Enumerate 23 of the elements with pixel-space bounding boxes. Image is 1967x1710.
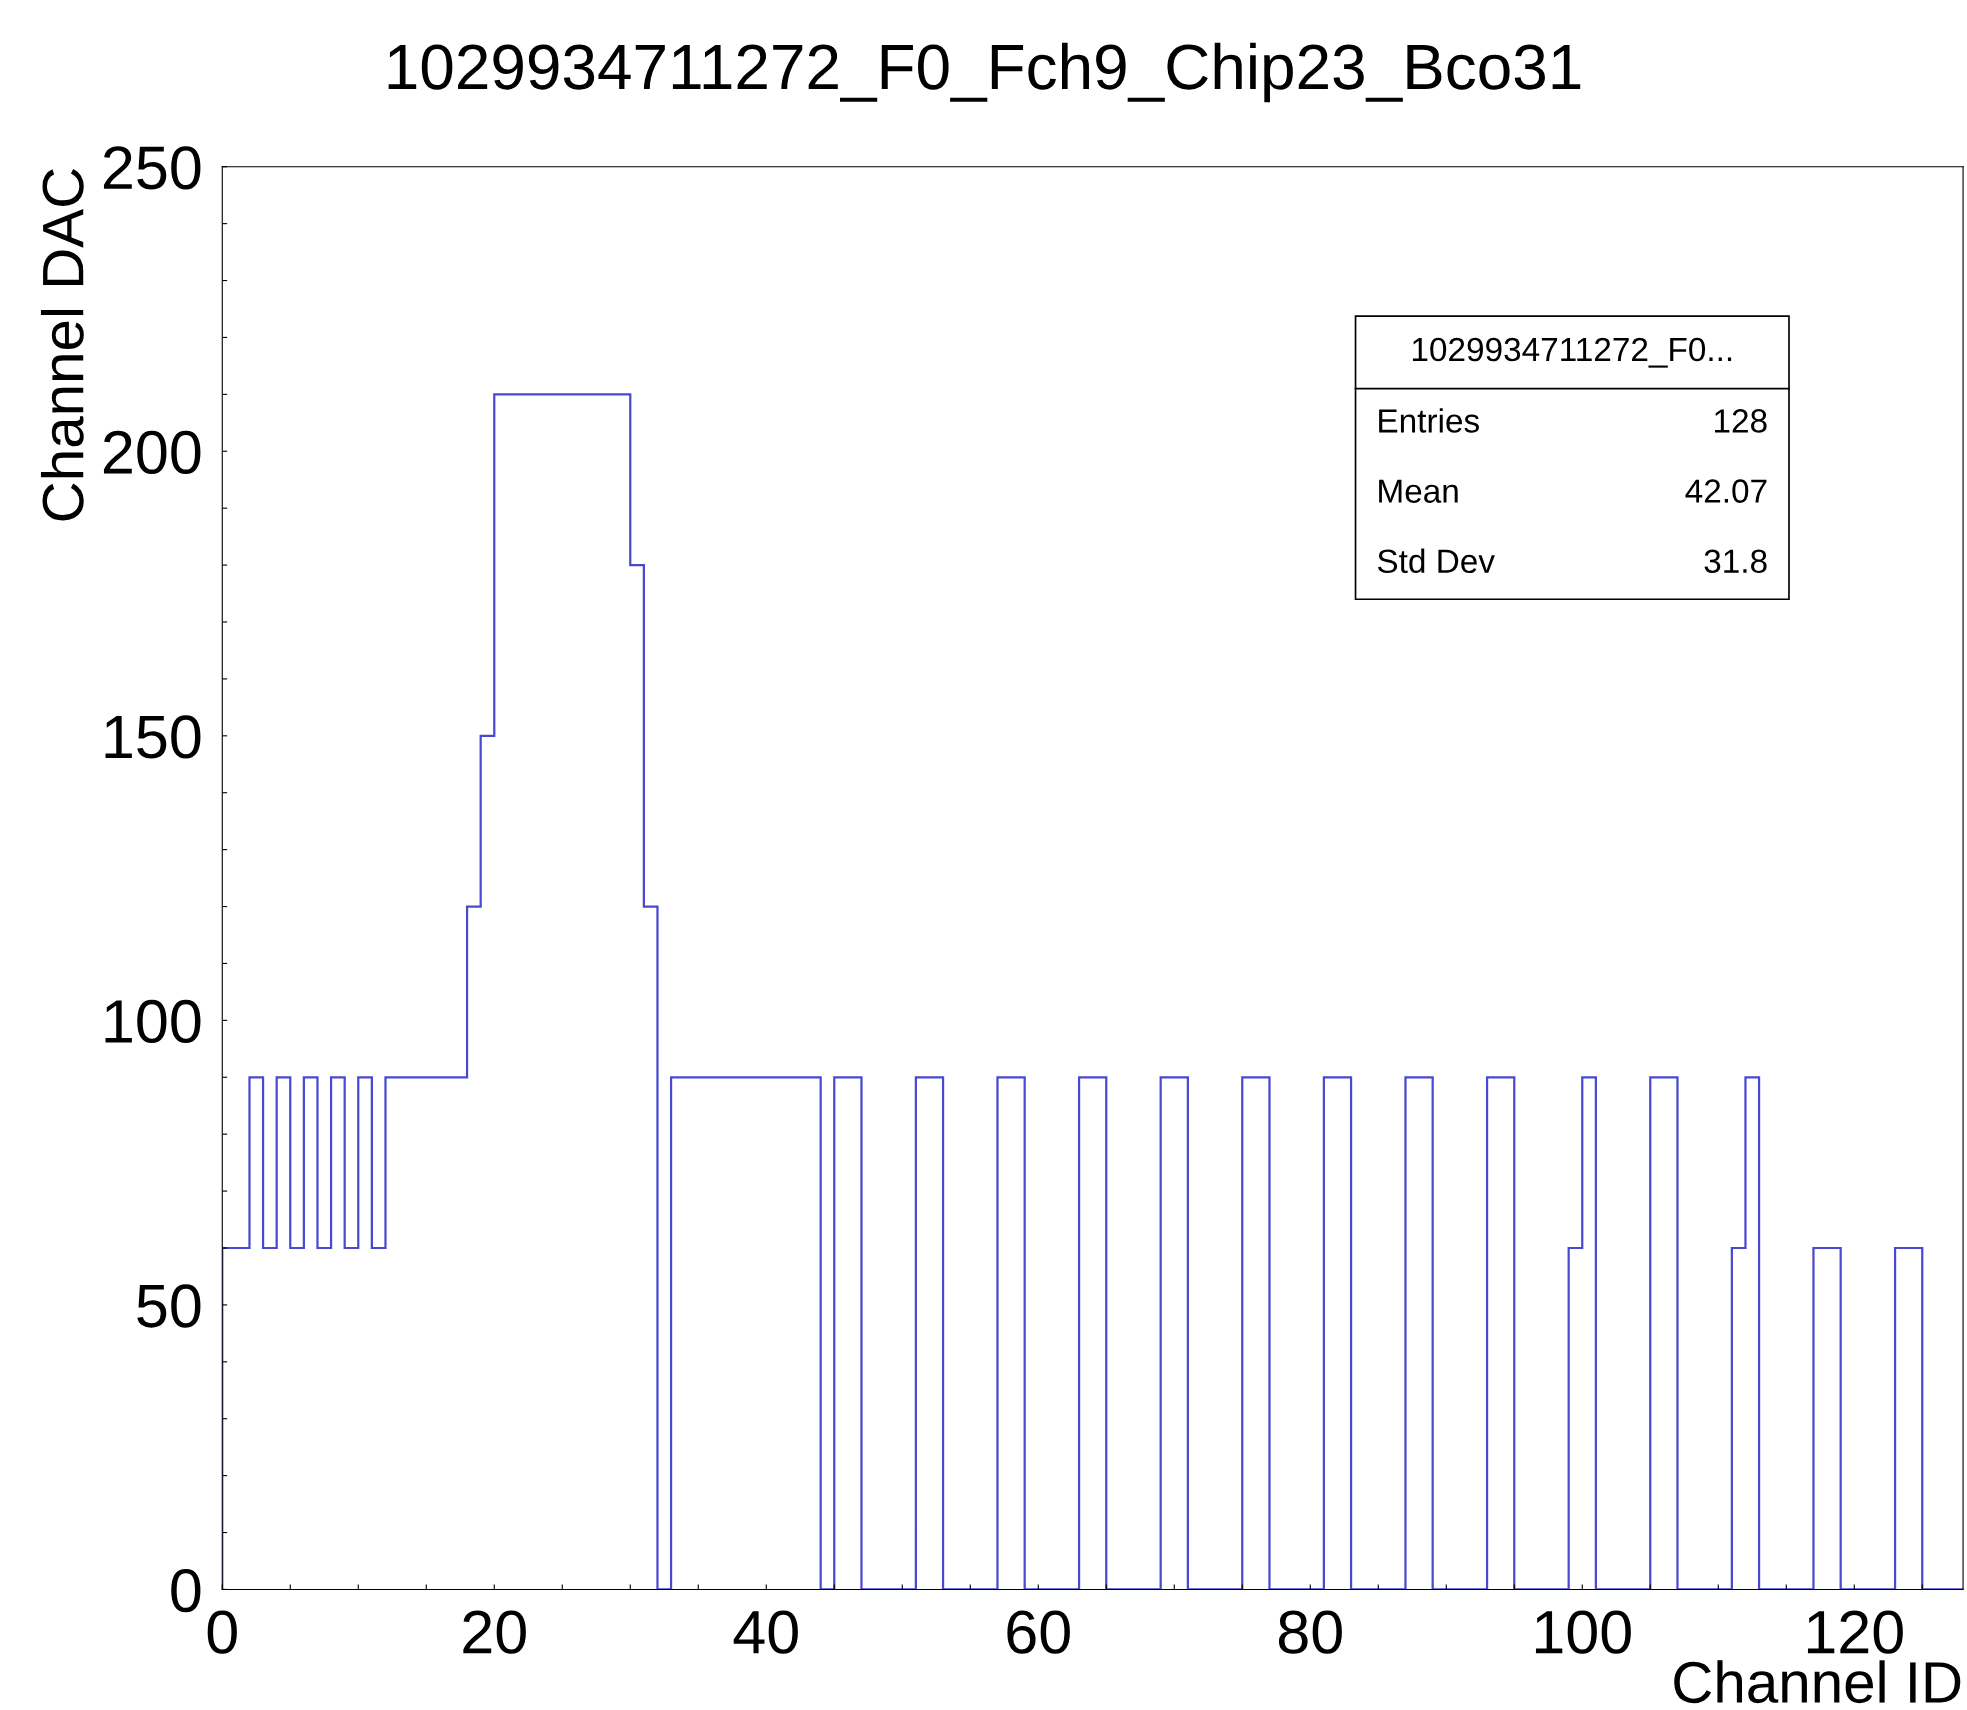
y-tick-label: 50 [137, 1284, 201, 1328]
y-axis-title: Channel DAC [40, 168, 84, 521]
x-tick-label: 20 [463, 1610, 526, 1654]
x-tick-label: 120 [1807, 1610, 1903, 1654]
x-tick-label: 40 [733, 1610, 798, 1654]
y-tick-label: 250 [103, 146, 201, 190]
x-tick-label: 0 [207, 1610, 237, 1654]
annotation: 1029934711272_F0... [1412, 337, 1732, 368]
annotation: Std Dev [1377, 548, 1495, 574]
y-tick-label: 200 [103, 430, 201, 475]
x-tick-label: 100 [1535, 1610, 1631, 1654]
annotation: 42.07 [1685, 479, 1767, 503]
annotation: Entries [1379, 408, 1479, 433]
chart-title: 1029934711272_F0_Fch9_Chip23_Bco31 [388, 42, 1581, 103]
annotation: 128 [1715, 409, 1767, 433]
x-tick-label: 60 [1007, 1610, 1070, 1654]
y-tick-label: 100 [105, 999, 201, 1044]
x-tick-label: 80 [1278, 1610, 1342, 1654]
annotation: 31.8 [1704, 549, 1767, 574]
x-axis-title: Channel ID [1674, 1660, 1961, 1704]
y-tick-label: 0 [171, 1568, 201, 1613]
annotation: Mean [1379, 479, 1458, 503]
y-tick-label: 150 [105, 715, 201, 759]
